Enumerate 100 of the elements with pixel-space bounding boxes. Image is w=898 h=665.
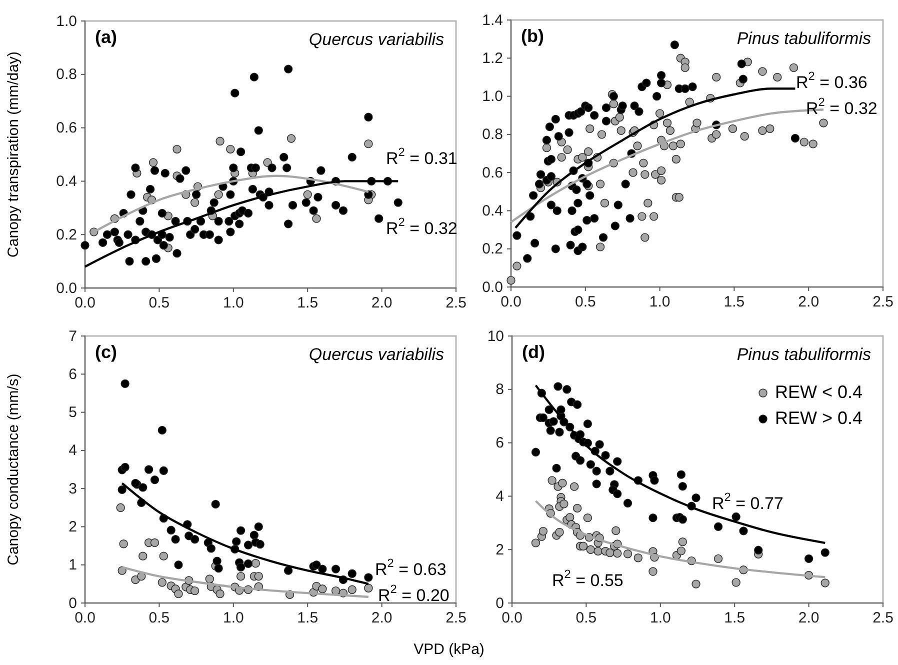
annotation: R$^{2}$ = 0.55	[552, 567, 624, 590]
point	[172, 144, 182, 154]
point	[554, 382, 562, 391]
point	[592, 480, 601, 488]
x-tick-label: 2.5	[446, 610, 466, 627]
point	[572, 400, 582, 409]
y-tick-label: 4	[496, 488, 504, 505]
y-tick-label: 0	[496, 594, 504, 612]
y-tick-label: 0.2	[482, 240, 503, 258]
point	[804, 554, 814, 564]
point	[678, 515, 687, 524]
point	[606, 548, 614, 558]
point	[612, 526, 620, 535]
point	[678, 538, 687, 546]
text: Pinus tabuliformis	[736, 29, 872, 48]
y-tick-label: 1.2	[482, 50, 503, 67]
point	[232, 537, 241, 546]
point	[586, 460, 595, 469]
point	[692, 580, 700, 588]
point	[560, 500, 568, 508]
y-tick-label: 10	[487, 328, 504, 345]
point	[634, 554, 642, 562]
point	[138, 483, 148, 492]
x-tick-label: 2.0	[798, 294, 820, 311]
x-tick-label: 2.5	[872, 294, 894, 311]
x-tick-label: 0.5	[576, 610, 597, 627]
point	[555, 528, 564, 537]
y-tick-label: 1	[68, 556, 77, 574]
text: Quercus variabilis	[308, 30, 444, 49]
y-tick-label: 0.8	[482, 126, 503, 144]
point	[531, 538, 540, 548]
point	[150, 475, 160, 484]
point	[318, 564, 327, 574]
point	[714, 522, 723, 531]
point	[601, 451, 610, 460]
point	[312, 214, 321, 223]
legend-label: REW > 0.4	[775, 408, 863, 428]
point	[583, 420, 592, 428]
y-tick-label: 2	[68, 518, 77, 536]
x-tick-label: 1.5	[724, 610, 746, 627]
point	[562, 385, 572, 394]
point	[538, 526, 548, 536]
point	[236, 562, 246, 572]
y-tick-label: 6	[496, 434, 504, 452]
point	[251, 559, 260, 568]
annotation: R$^{2}$ = 0.77	[712, 490, 784, 514]
point	[138, 552, 148, 560]
y-tick-label: 1.0	[56, 12, 77, 30]
line-series	[514, 88, 796, 229]
point	[732, 512, 740, 522]
point	[118, 485, 126, 494]
legend-label: REW < 0.4	[775, 382, 863, 402]
chart-title: (b)	[521, 26, 544, 46]
point	[552, 464, 561, 472]
y-tick-label: 2	[496, 541, 504, 558]
point	[174, 590, 183, 598]
y-tick-label: 5	[68, 404, 77, 422]
point	[648, 567, 658, 576]
point	[286, 134, 296, 143]
x-tick-label: 2.0	[371, 610, 392, 627]
point	[348, 569, 356, 578]
point	[572, 504, 582, 513]
point	[606, 466, 614, 476]
y-axis-title: Canopy transpiration (mm/day)	[5, 52, 22, 258]
annotation: R$^{2}$ = 0.32	[806, 95, 878, 118]
y-tick-label: 0.4	[56, 173, 77, 190]
x-tick-label: 1.5	[724, 294, 745, 311]
x-tick-label: 1.0	[222, 294, 244, 312]
point	[190, 586, 200, 596]
y-tick-label: 0.6	[56, 120, 77, 137]
point	[586, 545, 595, 554]
point	[250, 530, 259, 540]
point	[820, 578, 830, 588]
point	[548, 476, 556, 485]
x-tick-label: 1.5	[297, 294, 318, 312]
point	[166, 526, 176, 534]
point	[558, 478, 567, 488]
point	[538, 413, 548, 422]
point	[211, 500, 220, 509]
point	[158, 578, 167, 587]
x-tick-label: 2.5	[446, 294, 466, 312]
point	[244, 559, 253, 568]
point	[318, 584, 327, 594]
point	[732, 578, 740, 587]
point	[150, 538, 160, 548]
x-tick-label: 0.5	[574, 294, 596, 311]
point	[244, 540, 253, 550]
y-tick-label: 7	[68, 328, 77, 345]
point	[594, 546, 602, 556]
point	[256, 540, 264, 549]
point	[650, 476, 659, 485]
point	[190, 534, 200, 544]
point	[820, 548, 830, 557]
point	[158, 426, 167, 435]
x-tick-label: 2.5	[872, 610, 894, 627]
y-tick-label: 1.4	[482, 12, 503, 29]
y-tick-label: 3	[68, 480, 77, 498]
annotation: R$^{2}$ = 0.32	[386, 215, 458, 238]
point	[254, 522, 263, 532]
point	[214, 564, 223, 573]
